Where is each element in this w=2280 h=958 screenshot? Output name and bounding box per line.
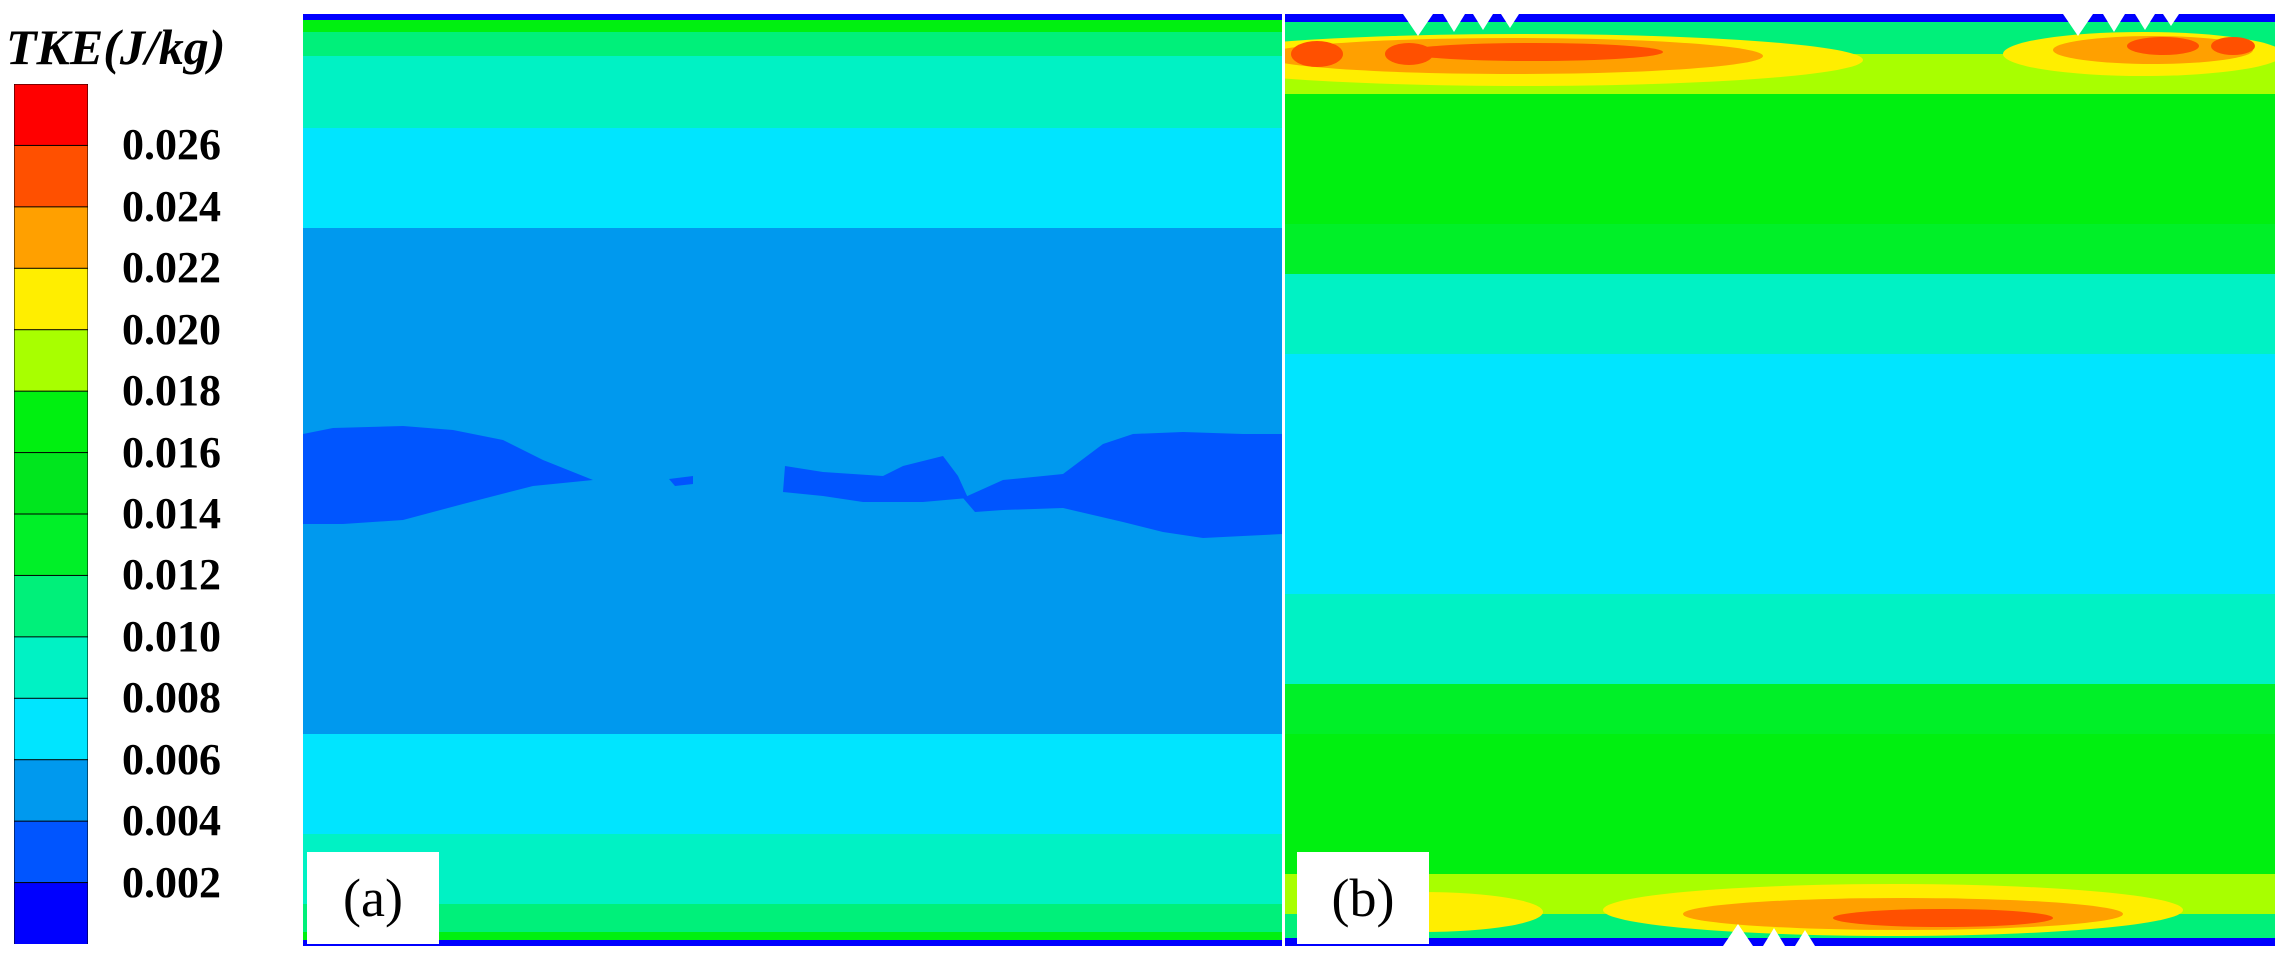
- colorbar-swatch: [14, 513, 88, 577]
- colorbar-tick-label: 0.016: [122, 427, 221, 477]
- colorbar-tick-label: 0.010: [122, 611, 221, 661]
- colorbar-tick-label: 0.020: [122, 304, 221, 354]
- colorbar-swatch: [14, 84, 88, 147]
- colorbar-tick-label: 0.012: [122, 550, 221, 600]
- contour-panel-b: [1283, 14, 2275, 946]
- colorbar-swatch: [14, 882, 88, 944]
- colorbar-tick-label: 0.022: [122, 243, 221, 293]
- colorbar-tick-label: 0.002: [122, 857, 221, 907]
- colorbar-tick-label: 0.006: [122, 734, 221, 784]
- legend-title: TKE(J/kg): [6, 19, 226, 75]
- panel-label-a: (a): [307, 852, 439, 944]
- colorbar-swatch: [14, 697, 88, 761]
- colorbar: [14, 84, 88, 944]
- colorbar-swatch: [14, 267, 88, 331]
- colorbar-swatch: [14, 390, 88, 454]
- contour-panel-a: [303, 14, 1283, 946]
- panel-divider: [1282, 14, 1285, 946]
- colorbar-tick-label: 0.008: [122, 673, 221, 723]
- colorbar-swatch: [14, 574, 88, 638]
- panel-label-b: (b): [1297, 852, 1429, 944]
- colorbar-swatch: [14, 329, 88, 393]
- colorbar-swatch: [14, 206, 88, 270]
- colorbar-swatch: [14, 144, 88, 208]
- colorbar-tick-label: 0.004: [122, 796, 221, 846]
- colorbar-swatch: [14, 820, 88, 884]
- colorbar-tick-label: 0.026: [122, 120, 221, 170]
- colorbar-swatch: [14, 452, 88, 516]
- colorbar-tick-label: 0.014: [122, 489, 221, 538]
- colorbar-swatch: [14, 759, 88, 823]
- colorbar-swatch: [14, 636, 88, 700]
- colorbar-tick-label: 0.018: [122, 366, 221, 416]
- colorbar-tick-label: 0.024: [122, 181, 221, 231]
